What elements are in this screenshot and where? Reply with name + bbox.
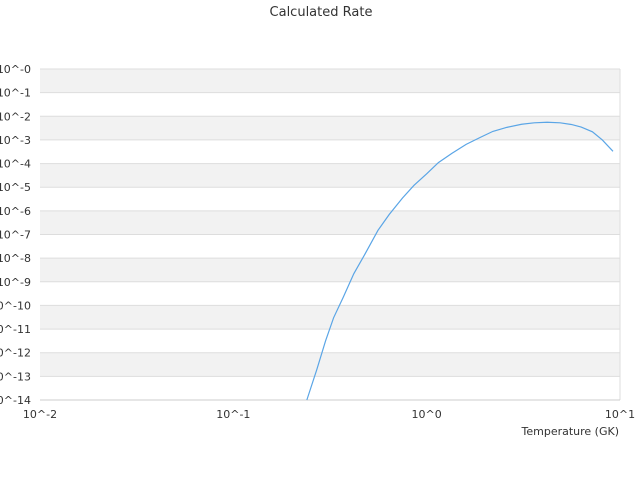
grid-band	[40, 116, 620, 140]
y-tick-label: 10^-9	[0, 276, 31, 289]
x-tick-label: 10^-2	[23, 408, 57, 421]
axes	[40, 69, 621, 401]
y-tick-label: 10^-1	[0, 87, 31, 100]
y-tick-label: 10^-6	[0, 205, 31, 218]
grid-band	[40, 258, 620, 282]
y-tick-label: 10^-10	[0, 299, 31, 312]
x-tick-label: 10^1	[605, 408, 635, 421]
grid-lines	[40, 68, 620, 401]
grid-band	[40, 352, 620, 377]
y-tick-label: 10^-13	[0, 370, 31, 383]
y-tick-labels: 10^-14 10^-13 10^-12 10^-11 10^-10 10^-9 10^-8…	[0, 63, 31, 407]
y-tick-label: 10^-8	[0, 252, 31, 265]
grid-band	[40, 163, 620, 188]
chart-title: Calculated Rate	[270, 5, 373, 20]
y-tick-label: 10^-2	[0, 110, 31, 123]
y-tick-label: 10^-4	[0, 158, 31, 171]
y-tick-label: 10^-7	[0, 229, 31, 242]
y-tick-label: 10^-3	[0, 134, 31, 147]
y-tick-label: 10^-11	[0, 323, 31, 336]
rate-series-line	[306, 121, 614, 401]
y-tick-label: 10^-14	[0, 394, 31, 407]
grid-bands	[40, 69, 620, 377]
series-layer	[306, 121, 614, 401]
x-tick-labels: 10^-2 10^-1 10^0 10^1	[23, 408, 635, 421]
x-tick-label: 10^-1	[216, 408, 250, 421]
grid-band	[40, 210, 620, 235]
grid-band	[40, 305, 620, 330]
y-tick-label: 10^-5	[0, 181, 31, 194]
x-axis-title: Temperature (GK)	[521, 425, 620, 438]
y-tick-label: 10^-0	[0, 63, 31, 76]
x-tick-label: 10^0	[412, 408, 442, 421]
y-tick-label: 10^-12	[0, 347, 31, 360]
grid-band	[40, 69, 620, 93]
